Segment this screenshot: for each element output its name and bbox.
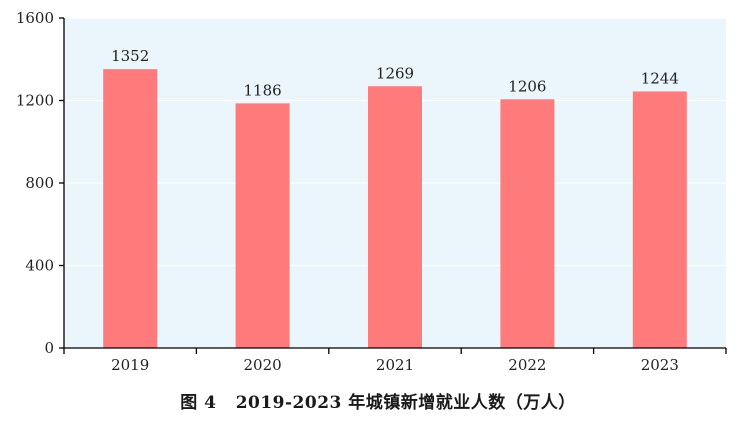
x-tick-label-2023: 2023 [641, 356, 679, 374]
x-tick-label-2020: 2020 [244, 356, 282, 374]
y-tick-labels: 0 400 800 1200 1600 [16, 9, 54, 357]
bar-chart: 0 400 800 1200 1600 2019 2020 2021 2022 2023 135… [16, 9, 727, 374]
y-tick-label-0: 0 [44, 339, 54, 357]
bar-2023 [632, 91, 687, 349]
data-label-2021: 1269 [376, 64, 414, 82]
x-tick-label-2022: 2022 [508, 356, 546, 374]
y-tick-label-1600: 1600 [16, 9, 54, 27]
x-tick-label-2019: 2019 [111, 356, 149, 374]
bars [103, 69, 687, 349]
y-tick-label-800: 800 [25, 174, 54, 192]
data-label-2019: 1352 [111, 47, 149, 65]
x-tick-label-2021: 2021 [376, 356, 414, 374]
bar-2020 [235, 103, 290, 348]
data-label-2022: 1206 [508, 77, 546, 95]
bar-2021 [368, 86, 422, 349]
bar-2022 [500, 99, 555, 348]
bar-2019 [103, 69, 158, 349]
figure-caption: 图 4 2019-2023 年城镇新增就业人数（万人） [180, 393, 576, 413]
x-tick-labels: 2019 2020 2021 2022 2023 [111, 356, 679, 374]
y-tick-label-400: 400 [25, 257, 54, 275]
data-label-2020: 1186 [244, 81, 282, 99]
data-label-2023: 1244 [641, 69, 679, 87]
y-tick-label-1200: 1200 [16, 92, 54, 110]
axes [59, 17, 727, 354]
data-labels: 1352 1186 1269 1206 1244 [111, 47, 679, 99]
